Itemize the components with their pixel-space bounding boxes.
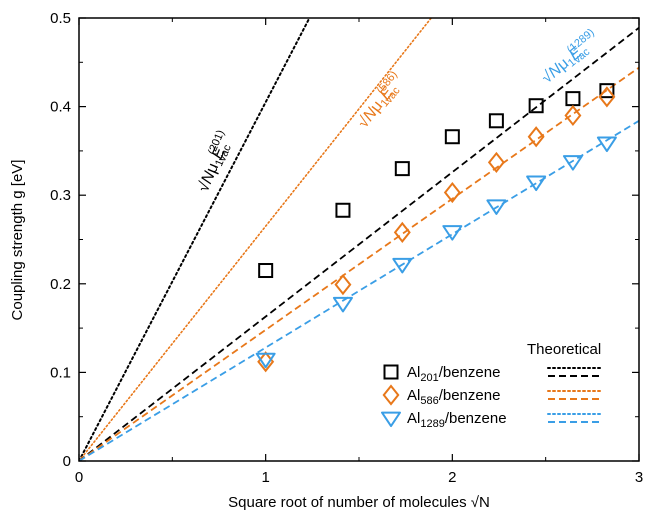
data-point-1289 [332,296,353,313]
y-axis-label: Coupling strength g [eV] [9,160,26,321]
lines-group [79,18,639,461]
data-point-201 [444,129,460,145]
y-tick-label: 0.2 [50,276,71,293]
data-point-586 [598,86,616,108]
x-tick-label: 1 [261,469,269,486]
data-point-1289 [442,225,463,241]
y-tick-label: 0 [63,453,71,470]
data-points-group [255,83,617,373]
data-point-1289 [255,352,276,369]
theoretical-dotted-line-586 [79,18,433,461]
legend-marker-201 [383,364,399,380]
data-point-586 [334,274,352,296]
legend-label-586: Al586/benzene [407,387,500,407]
data-point-586 [393,221,411,244]
y-tick-label: 0.4 [50,99,71,116]
data-point-201 [565,91,581,107]
y-tick-label: 0.1 [50,364,71,381]
data-point-1289 [392,257,413,274]
data-point-586 [564,104,582,127]
legend-label-1289: Al1289/benzene [407,410,507,430]
data-point-201 [599,83,615,99]
data-point-201 [258,263,274,279]
x-tick-label: 0 [75,469,83,486]
data-point-586 [487,151,505,174]
data-point-1289 [596,136,617,153]
annotation-N586: √Nμ1E(586)vac [352,69,410,133]
y-tick-label: 0.5 [50,10,71,27]
theoretical-dotted-line-201 [79,18,311,461]
data-point-1289 [562,155,583,171]
legend-header: Theoretical [527,341,601,358]
data-point-1289 [526,175,547,192]
data-point-201 [488,113,504,129]
legend: Theoretical Al201/benzene Al586/benzene Al… [381,341,601,430]
legend-marker-586 [382,384,400,406]
fit-dashed-line-1289 [79,120,639,461]
legend-marker-1289 [381,411,401,428]
x-tick-label: 2 [448,469,456,486]
data-point-586 [443,181,461,204]
annotation-N201: √Nμ1E(201)vac [191,128,238,195]
fit-dashed-line-201 [79,27,639,461]
data-point-1289 [486,199,507,215]
fit-dashed-line-586 [79,66,639,461]
plot-frame [78,17,640,462]
legend-label-201: Al201/benzene [407,364,500,384]
data-point-201 [394,161,410,177]
data-point-201 [335,202,351,218]
data-point-586 [527,126,545,148]
x-tick-label: 3 [635,469,643,486]
y-tick-label: 0.3 [50,187,71,204]
data-point-201 [528,98,544,114]
x-axis-label: Square root of number of molecules √N [228,494,490,511]
